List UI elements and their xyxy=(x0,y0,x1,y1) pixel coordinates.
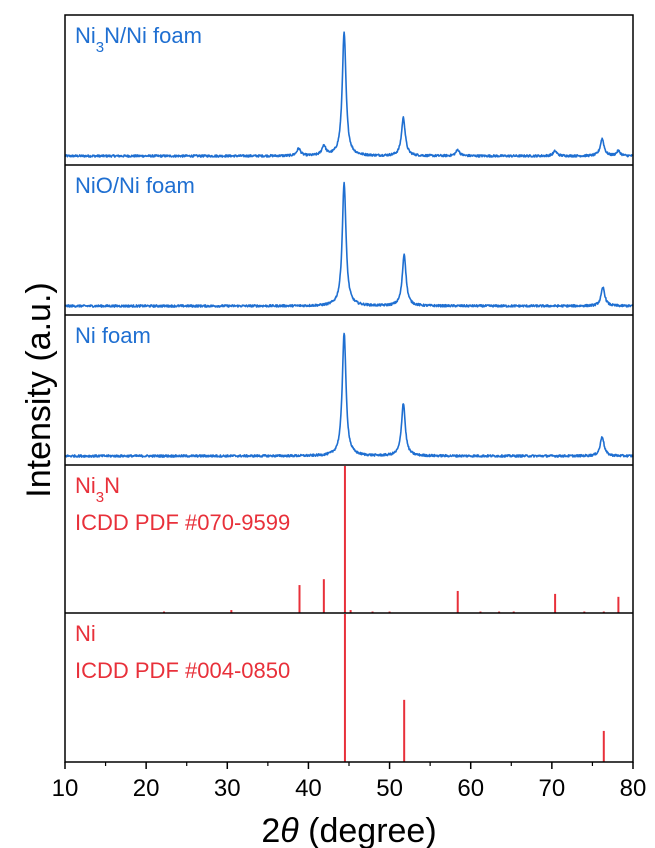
x-tick-label-10: 10 xyxy=(52,775,79,802)
x-tick-label-70: 70 xyxy=(539,775,566,802)
panel-3-label-line-1: Ni foam xyxy=(75,323,151,348)
panel-1-label-line-1: Ni3N/Ni foam xyxy=(75,23,202,56)
x-tick-label-60: 60 xyxy=(457,775,484,802)
panel-4-label-line-2: ICDD PDF #070-9599 xyxy=(75,510,290,535)
panel-2-label-line-1: NiO/Ni foam xyxy=(75,173,195,198)
x-tick-label-20: 20 xyxy=(133,775,160,802)
panel-2-xrd-pattern-line xyxy=(64,181,634,308)
x-tick-label-80: 80 xyxy=(620,775,647,802)
y-axis-title: Intensity (a.u.) xyxy=(20,282,58,497)
x-tick-label-50: 50 xyxy=(376,775,403,802)
panel-5-label-line-2: ICDD PDF #004-0850 xyxy=(75,658,290,683)
x-tick-label-40: 40 xyxy=(295,775,322,802)
x-tick-label-30: 30 xyxy=(214,775,241,802)
panel-5-label-line-1: Ni xyxy=(75,621,96,646)
x-axis-title: 2θ (degree) xyxy=(261,812,436,848)
panel-4-label-line-1: Ni3N xyxy=(75,473,120,506)
panel-1-xrd-pattern-line xyxy=(64,31,634,158)
panel-3-xrd-pattern-line xyxy=(64,332,634,458)
